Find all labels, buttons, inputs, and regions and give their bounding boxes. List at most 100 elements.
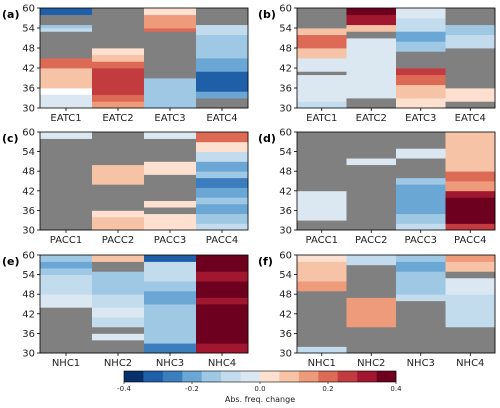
heatmap-cell xyxy=(144,8,197,16)
heatmap-cell xyxy=(92,8,145,49)
panel-label: (f) xyxy=(258,255,273,268)
heatmap-cell xyxy=(92,307,145,318)
y-tick-label: 48 xyxy=(22,167,35,178)
heatmap-cell xyxy=(92,132,145,166)
heatmap-cell xyxy=(92,216,145,224)
heatmap-cell xyxy=(445,8,496,26)
y-tick-label: 60 xyxy=(279,251,292,262)
heatmap-cell xyxy=(297,220,347,231)
heatmap-cell xyxy=(196,98,249,109)
heatmap-cell xyxy=(40,58,93,69)
heatmap-cell xyxy=(144,200,197,208)
heatmap-cell xyxy=(445,326,496,354)
x-tick-label: EATC3 xyxy=(154,113,185,124)
plot-frame xyxy=(296,254,496,354)
heatmap-cell xyxy=(297,101,347,109)
heatmap-cell xyxy=(396,300,446,354)
heatmap-cell xyxy=(396,148,446,159)
heatmap-cell xyxy=(196,261,249,272)
heatmap-cell xyxy=(196,71,249,92)
heatmap-panel-6: 30 36 42 48 54 60 NHC1 NHC2 NHC3 NHC4 (f) xyxy=(258,251,496,369)
colorbar-tick-label: -0.4 xyxy=(117,385,131,393)
heatmap-cell xyxy=(346,31,397,39)
heatmap-cell xyxy=(445,223,496,231)
heatmap-cell xyxy=(445,132,496,172)
heatmap-cell xyxy=(196,141,249,152)
y-tick-label: 48 xyxy=(22,290,35,301)
y-tick-label: 30 xyxy=(279,226,292,237)
heatmap-cell xyxy=(346,8,397,16)
heatmap-cell xyxy=(445,181,496,192)
y-tick-label: 60 xyxy=(22,251,35,262)
colorbar-swatch xyxy=(376,371,397,382)
heatmap-cell xyxy=(297,71,347,76)
heatmap-cell xyxy=(396,213,446,224)
heatmap-cell xyxy=(196,304,249,324)
heatmap-cell xyxy=(144,132,197,139)
x-tick-label: EATC1 xyxy=(50,113,81,124)
heatmap-cell xyxy=(144,290,197,305)
heatmap-cell xyxy=(40,24,93,29)
y-tick-label: 42 xyxy=(22,64,35,75)
heatmap-cell xyxy=(396,184,446,201)
y-tick-label: 42 xyxy=(279,186,292,197)
x-tick-label: EATC2 xyxy=(102,113,133,124)
heatmap-cell xyxy=(92,101,145,109)
y-tick-label: 36 xyxy=(22,206,35,217)
heatmap-cell xyxy=(40,8,93,16)
colorbar-swatch xyxy=(337,371,358,382)
heatmap-cell xyxy=(92,184,145,211)
x-tick-label: PACC4 xyxy=(454,235,486,246)
heatmap-cell xyxy=(297,281,347,292)
plot-frame xyxy=(39,131,249,231)
heatmap-cell xyxy=(346,297,397,328)
heatmap-cell xyxy=(92,281,145,295)
heatmap-cell xyxy=(144,255,197,262)
heatmap-cell xyxy=(196,323,249,334)
heatmap-cell xyxy=(445,88,496,102)
heatmap-cell xyxy=(396,68,446,76)
heatmap-cell xyxy=(445,255,496,262)
colorbar-tick-label: 0.0 xyxy=(254,385,265,393)
heatmap-cell xyxy=(40,138,93,231)
heatmap-cell xyxy=(92,61,145,69)
y-tick-label: 36 xyxy=(279,329,292,340)
heatmap-cell xyxy=(396,177,446,185)
heatmap-cell xyxy=(297,74,347,102)
y-tick-label: 30 xyxy=(22,349,35,360)
heatmap-cell xyxy=(144,207,197,215)
colorbar-swatch xyxy=(240,371,261,382)
heatmap-cell xyxy=(196,24,249,36)
heatmap-cell xyxy=(40,255,93,262)
heatmap-cell xyxy=(40,132,93,139)
heatmap-cell xyxy=(445,71,496,89)
y-tick-label: 54 xyxy=(22,24,35,35)
heatmap-cell xyxy=(445,48,496,72)
x-tick-label: EATC1 xyxy=(306,113,337,124)
heatmap-cell xyxy=(92,339,145,354)
heatmap-cell xyxy=(396,84,446,99)
heatmap-cell xyxy=(196,177,249,188)
y-tick-label: 30 xyxy=(22,226,35,237)
heatmap-cell xyxy=(445,101,496,109)
heatmap-panels: 30 36 42 48 54 60 EATC1 EATC2 EATC3 EATC4 (a) 30 36 4… xyxy=(2,4,496,369)
y-tick-label: 42 xyxy=(22,186,35,197)
heatmap-cell xyxy=(92,94,145,102)
y-tick-label: 60 xyxy=(22,4,35,15)
colorbar-swatch xyxy=(298,371,319,382)
heatmap-cell xyxy=(346,158,397,166)
plot-frame xyxy=(39,254,249,354)
heatmap-cell xyxy=(40,274,93,285)
heatmap-cell xyxy=(40,68,93,89)
heatmap-cell xyxy=(92,317,145,328)
x-tick-label: EATC4 xyxy=(206,113,237,124)
heatmap-cell xyxy=(92,210,145,218)
heatmap-panel-2: 30 36 42 48 54 60 EATC1 EATC2 EATC3 EATC4 (b) xyxy=(258,4,496,124)
y-tick-label: 36 xyxy=(279,206,292,217)
heatmap-cell xyxy=(297,58,347,72)
heatmap-cell xyxy=(396,281,446,295)
heatmap-cell xyxy=(346,326,397,354)
y-tick-label: 48 xyxy=(279,167,292,178)
panel-label: (d) xyxy=(258,132,276,145)
heatmap-cell xyxy=(196,34,249,59)
